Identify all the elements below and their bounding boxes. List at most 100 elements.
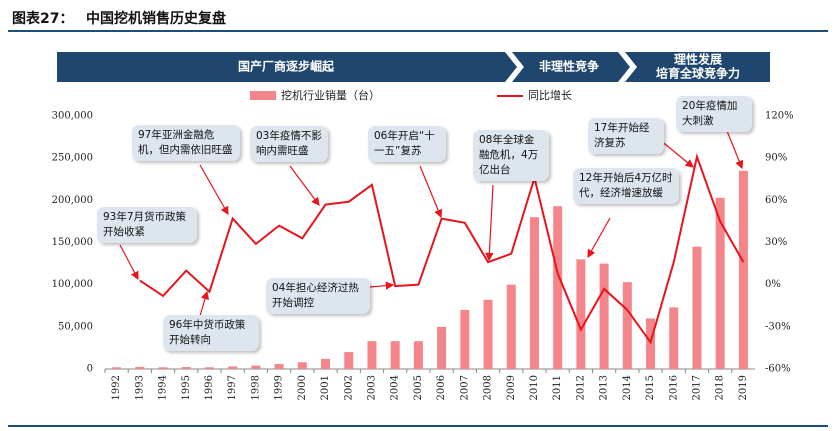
annotation-arrow [119, 244, 139, 281]
x-tick-label: 2011 [552, 375, 563, 400]
bar [715, 197, 725, 369]
x-tick-label: 2018 [715, 375, 726, 400]
y-tick-label: 300,000 [52, 111, 93, 122]
bar [135, 366, 145, 369]
x-tick-label: 2000 [297, 375, 308, 400]
x-tick-label: 2002 [343, 375, 354, 400]
annotation: 93年7月货币政策开始收紧 [97, 207, 197, 243]
y-tick-label: 250,000 [52, 153, 93, 164]
x-tick-label: 2006 [436, 375, 447, 400]
x-tick-label: 2010 [529, 375, 540, 400]
bar [158, 367, 168, 369]
y-tick-label: 0 [87, 364, 93, 375]
annotation-arrow [419, 165, 443, 219]
annotation: 04年担心经济过热开始调控 [266, 278, 370, 314]
x-tick-label: 1998 [250, 375, 261, 400]
annotation-arrow [369, 281, 395, 290]
legend-label: 同比增长 [528, 88, 572, 102]
x-tick-label: 2013 [599, 375, 610, 400]
bar [622, 282, 632, 369]
y2-tick-label: -30% [765, 321, 791, 332]
x-tick-label: 2008 [483, 375, 494, 400]
bar [553, 206, 563, 369]
x-tick-label: 1996 [204, 375, 215, 400]
x-tick-label: 2009 [506, 375, 517, 400]
x-tick-label: 1992 [111, 375, 122, 400]
bar [506, 284, 516, 369]
x-tick-label: 1993 [134, 375, 145, 400]
header-label: 图表27： [12, 11, 74, 27]
y-tick-label: 150,000 [52, 237, 93, 248]
x-tick-label: 2001 [320, 375, 331, 400]
bar [321, 358, 331, 369]
y2-tick-label: -60% [765, 364, 791, 375]
x-tick-label: 2012 [575, 375, 586, 400]
phase-banner [57, 52, 517, 82]
annotation: 12年开始后4万亿时代，经济增速放缓 [573, 168, 679, 204]
bar [367, 341, 377, 369]
phase-label: 非理性竞争 [539, 59, 599, 74]
phase-label: 理性发展 [674, 52, 722, 67]
bar [112, 367, 122, 369]
annotation: 96年中货币政策开始转向 [163, 315, 259, 351]
x-tick-label: 2015 [645, 375, 656, 400]
bar [251, 365, 261, 369]
y-tick-label: 100,000 [52, 279, 93, 290]
bar [181, 367, 191, 369]
bar [204, 367, 214, 369]
annotation-arrow [199, 290, 210, 317]
phase-banner [512, 52, 630, 82]
bar [413, 341, 423, 369]
y2-tick-label: 30% [765, 237, 787, 248]
bar [483, 299, 493, 369]
y2-tick-label: 120% [765, 111, 794, 122]
phase-label: 培育全球竞争力 [656, 66, 740, 81]
x-tick-label: 2004 [390, 375, 401, 400]
annotation: 06年开启“十一五”复苏 [368, 126, 446, 162]
bar [738, 170, 748, 369]
y-tick-label: 200,000 [52, 195, 93, 206]
legend-swatch [250, 91, 276, 100]
annotation-arrow [199, 164, 229, 216]
annotation: 97年亚洲金融危机，但内需依旧旺盛 [132, 125, 240, 161]
annotation: 08年全球金融危机，4万亿出台 [473, 130, 549, 181]
x-tick-label: 1995 [181, 375, 192, 400]
x-tick-label: 2003 [366, 375, 377, 400]
legend-label: 挖机行业销量（台） [281, 88, 380, 102]
annotation-arrow [485, 184, 494, 262]
x-tick-label: 2005 [413, 375, 424, 400]
line [139, 153, 745, 345]
bar [437, 326, 447, 369]
annotation-arrow [724, 125, 744, 170]
annotation-arrow [587, 217, 611, 259]
x-tick-label: 2019 [738, 375, 749, 400]
annotation-arrow [289, 165, 320, 206]
x-tick-label: 2016 [668, 375, 679, 400]
x-tick-label: 2014 [622, 375, 633, 400]
annotation: 03年疫情不影响内需旺盛 [250, 126, 328, 162]
y-tick-label: 50,000 [58, 321, 93, 332]
bar [228, 366, 238, 369]
bar [576, 259, 586, 369]
bar [529, 217, 539, 369]
bar [297, 362, 307, 369]
bar [669, 307, 679, 369]
x-tick-label: 1999 [274, 375, 285, 400]
annotation-arrow [659, 139, 694, 168]
x-tick-label: 1994 [158, 375, 169, 400]
x-tick-label: 1997 [227, 375, 238, 400]
phase-label: 国产厂商逐步崛起 [238, 59, 335, 74]
y2-tick-label: 90% [765, 153, 787, 164]
header-title: 中国挖机销售历史复盘 [86, 11, 226, 27]
bar [344, 352, 354, 369]
x-tick-label: 2017 [691, 375, 702, 400]
bar [390, 341, 400, 369]
bar [274, 363, 284, 369]
annotation: 17年开始经济复苏 [588, 118, 664, 154]
bar [599, 263, 609, 369]
bar [692, 246, 702, 369]
annotation: 20年疫情加大刺激 [676, 96, 752, 132]
x-tick-label: 2007 [459, 375, 470, 400]
